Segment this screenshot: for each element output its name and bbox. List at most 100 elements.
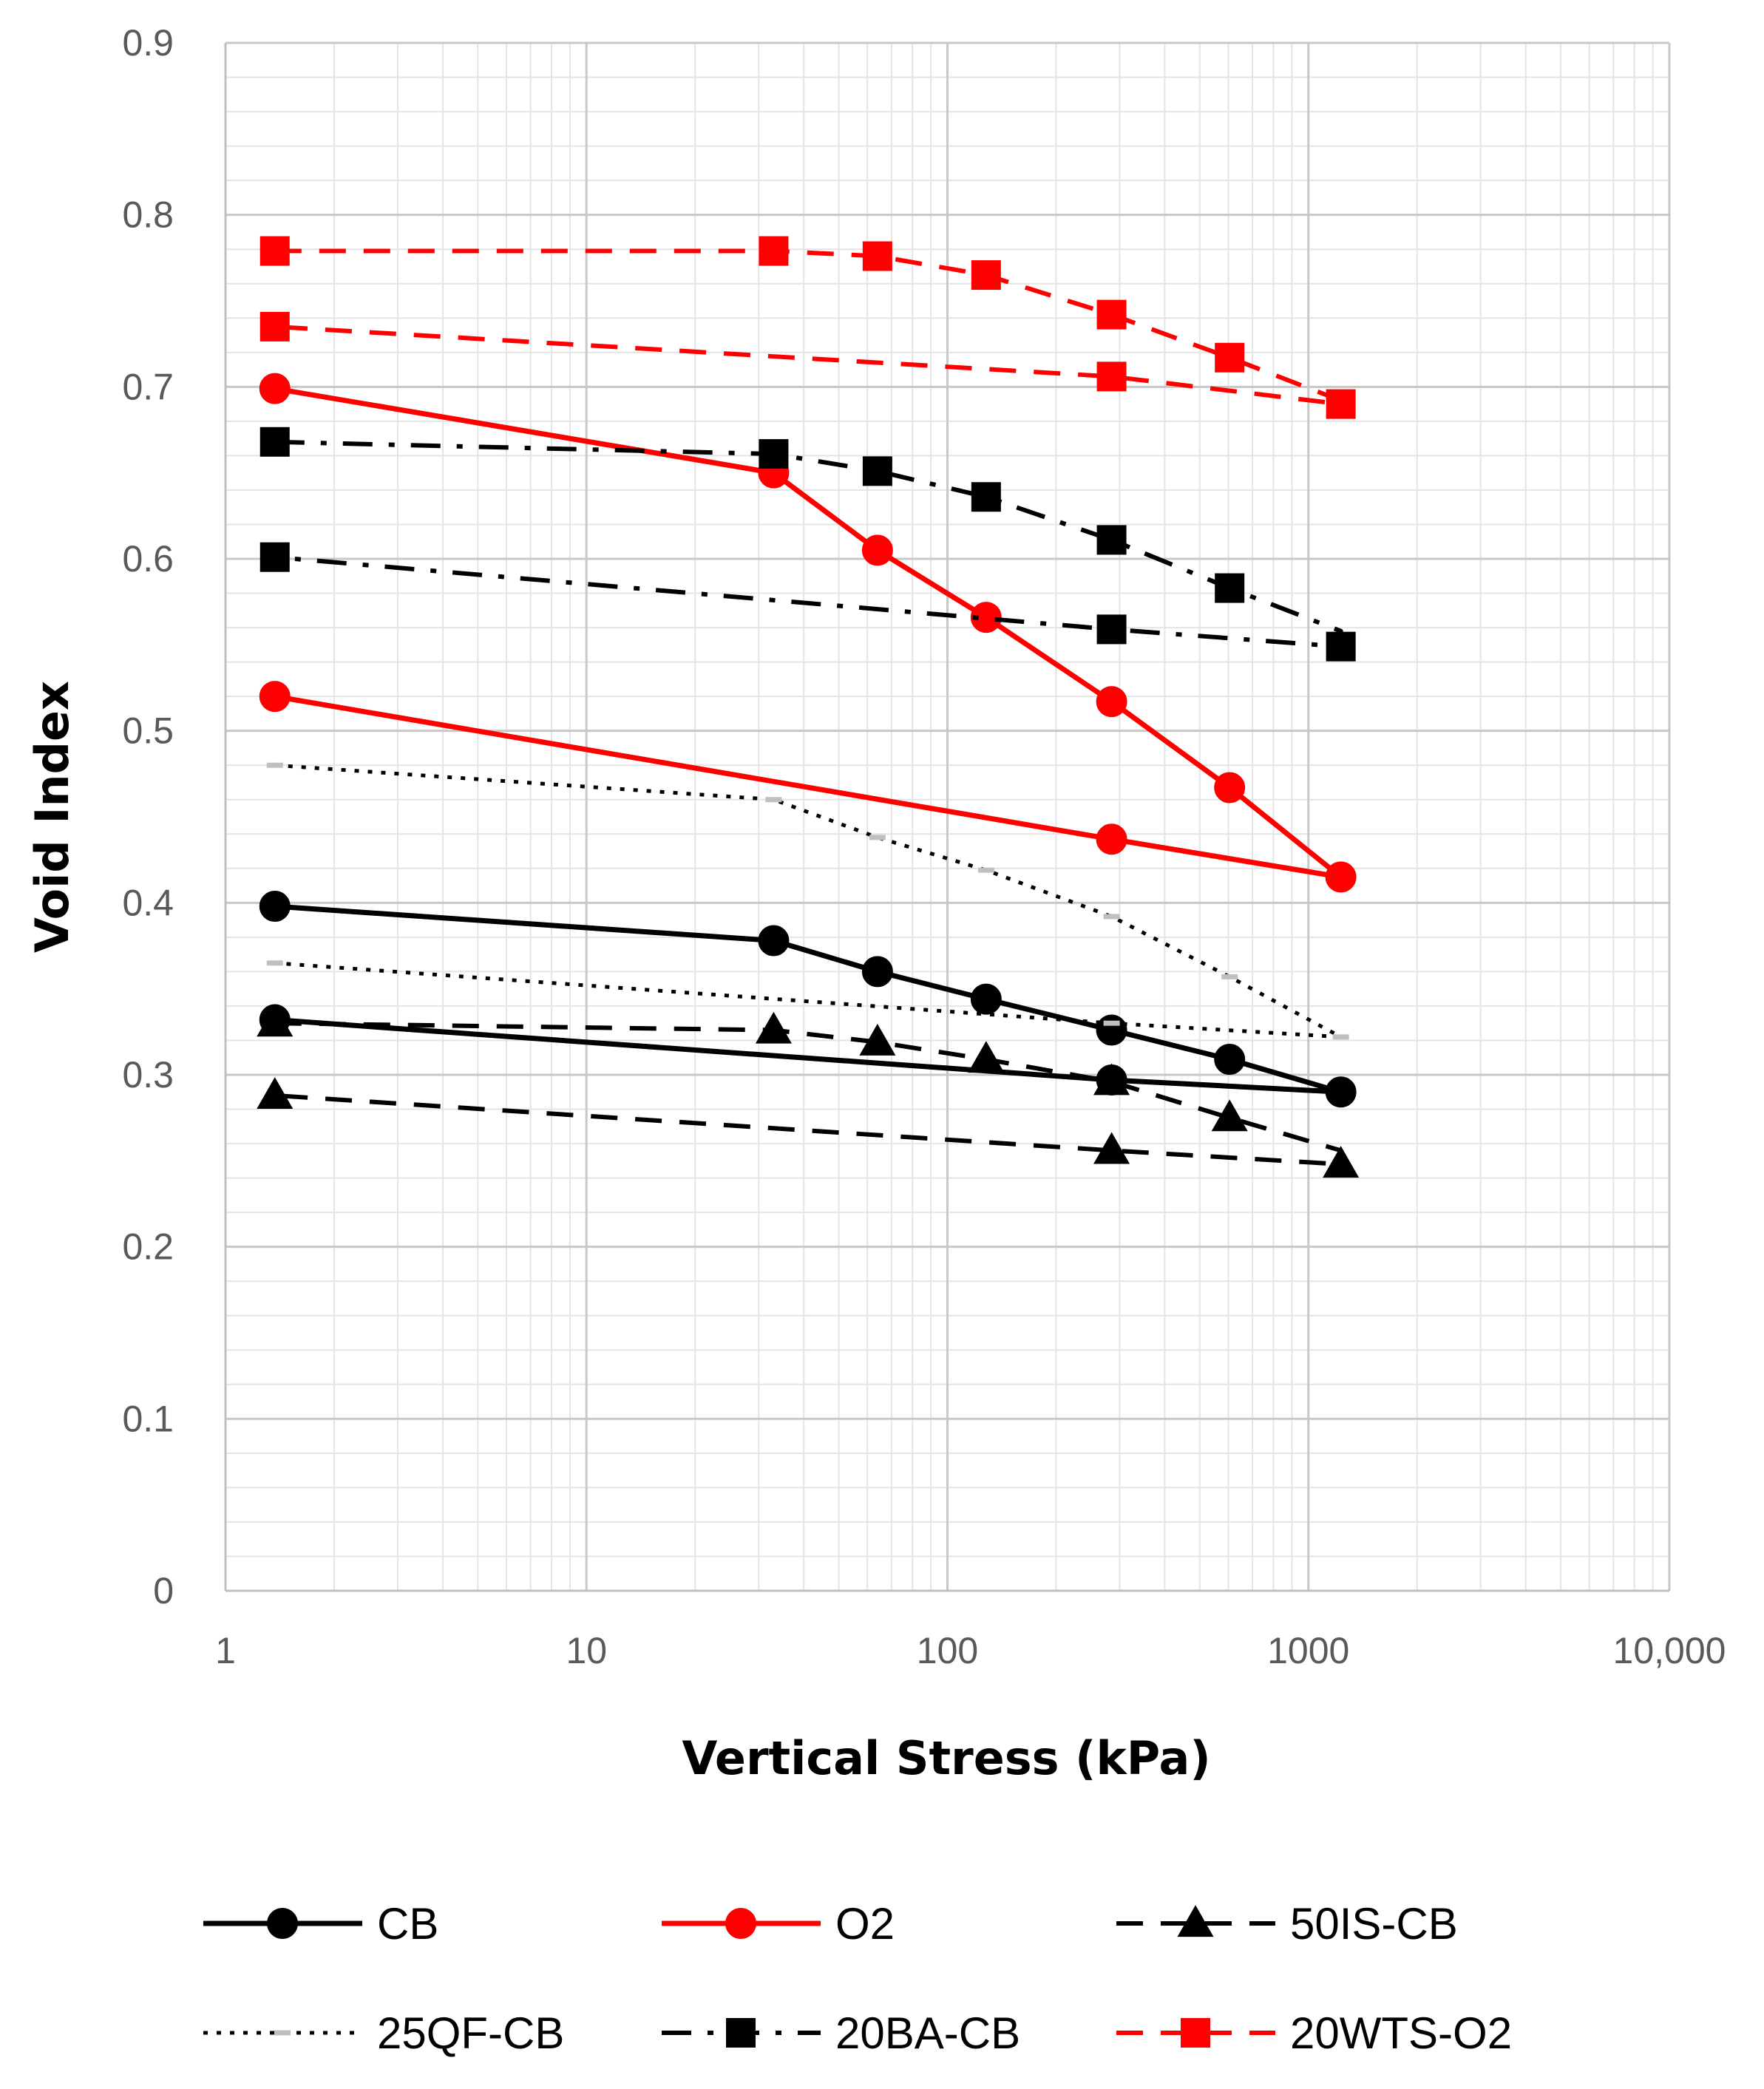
data-point-marker [1096,823,1127,855]
data-point-marker [259,373,291,404]
data-point-marker [1325,1076,1357,1108]
data-point-marker [758,925,790,957]
series-o2 [259,373,1357,893]
data-point-marker [259,542,290,572]
x-axis-title: Vertical Stress (kPa) [682,1731,1210,1785]
y-tick-label: 0.1 [122,1398,174,1439]
x-tick-label: 1000 [1267,1630,1349,1671]
data-point-marker [859,1023,896,1056]
legend-item-cb: CB [203,1899,438,1949]
legend-item-50is-cb: 50IS-CB [1116,1899,1458,1949]
data-point-marker [861,534,893,566]
data-point-marker [1325,861,1357,893]
data-point-marker [1096,1014,1127,1046]
x-tick-label: 10 [566,1630,607,1671]
legend-marker [274,2030,291,2036]
legend-marker [725,1908,756,1939]
legend-item-25qf-cb: 25QF-CB [203,2008,564,2058]
y-tick-label: 0.6 [122,538,174,580]
data-point-marker [259,311,290,342]
data-point-marker [266,960,283,966]
data-point-marker [1214,772,1246,804]
data-point-marker [1323,1146,1360,1178]
series-layer [257,236,1360,1178]
legend-item-20wts-o2: 20WTS-O2 [1116,2008,1512,2058]
data-point-marker [1096,525,1127,555]
legend-label: 50IS-CB [1290,1899,1458,1949]
data-point-marker [1096,614,1127,645]
data-point-marker [970,602,1002,634]
data-point-marker [971,482,1001,512]
legend-label: 25QF-CB [377,2008,564,2058]
series-20wts-o2 [259,236,1356,419]
series-line [274,439,1343,649]
legend-marker [1181,2018,1210,2048]
data-point-marker [1103,914,1120,920]
data-point-marker [862,456,892,486]
data-point-marker [971,260,1001,291]
y-tick-label: 0.9 [122,22,174,64]
data-point-marker [755,1011,792,1044]
y-tick-label: 0.5 [122,710,174,752]
data-point-marker [861,956,893,988]
data-point-marker [257,1077,294,1110]
data-point-marker [1326,631,1356,662]
legend-item-o2: O2 [662,1899,895,1949]
legend-item-20ba-cb: 20BA-CB [662,2008,1020,2058]
legend-label: 20WTS-O2 [1290,2008,1512,2058]
data-point-marker [259,890,291,922]
data-point-marker [1214,1044,1246,1076]
y-tick-label: 0.8 [122,194,174,236]
x-tick-label: 10,000 [1613,1630,1726,1671]
y-tick-label: 0.7 [122,366,174,407]
data-point-marker [759,236,789,266]
data-point-marker [1211,1099,1248,1132]
series-20ba-cb [259,427,1356,662]
data-point-marker [765,797,782,803]
data-point-marker [1215,342,1245,373]
data-point-marker [266,762,283,768]
x-tick-label: 1 [215,1630,236,1671]
y-tick-label: 0.4 [122,882,174,923]
series-cb [259,890,1357,1108]
data-point-marker [257,1005,294,1037]
y-tick-labels: 0 0.1 0.2 0.3 0.4 0.5 0.6 0.7 0.8 0.9 [122,22,174,1611]
legend-label: O2 [835,1899,895,1949]
data-point-marker [1215,573,1245,603]
data-point-marker [968,1041,1005,1073]
data-point-marker [1221,974,1238,979]
data-point-marker [1096,299,1127,330]
data-point-marker [259,681,291,713]
data-point-marker [970,983,1002,1015]
data-point-marker [1093,1063,1130,1096]
legend-label: 20BA-CB [835,2008,1020,2058]
series-50is-cb [257,1005,1360,1178]
legend: CB O2 50IS-CB 25QF-CB 20BA-CB 20WTS-O2 [203,1899,1512,2058]
series-line [274,1021,1343,1166]
data-point-marker [259,236,290,266]
legend-label: CB [377,1899,438,1949]
minor-gridlines [225,43,1669,1591]
data-point-marker [862,241,892,271]
axes [224,43,1669,1592]
legend-marker [1177,1905,1214,1937]
data-point-marker [1093,1132,1130,1164]
data-point-marker [1103,1020,1120,1026]
y-tick-label: 0.3 [122,1054,174,1096]
y-tick-label: 0 [153,1570,174,1611]
data-point-marker [869,835,886,840]
x-tick-labels: 1 10 100 1000 10,000 [215,1630,1726,1671]
legend-marker [267,1908,298,1939]
data-point-marker [1096,361,1127,392]
y-tick-label: 0.2 [122,1226,174,1268]
data-point-marker [759,439,789,469]
data-point-marker [1332,1034,1349,1040]
data-point-marker [1326,389,1356,419]
series-line [274,248,1343,407]
data-point-marker [977,867,994,873]
data-point-marker [259,427,290,457]
legend-marker [726,2018,756,2048]
x-tick-label: 100 [917,1630,978,1671]
series-25qf-cb [266,762,1349,1040]
